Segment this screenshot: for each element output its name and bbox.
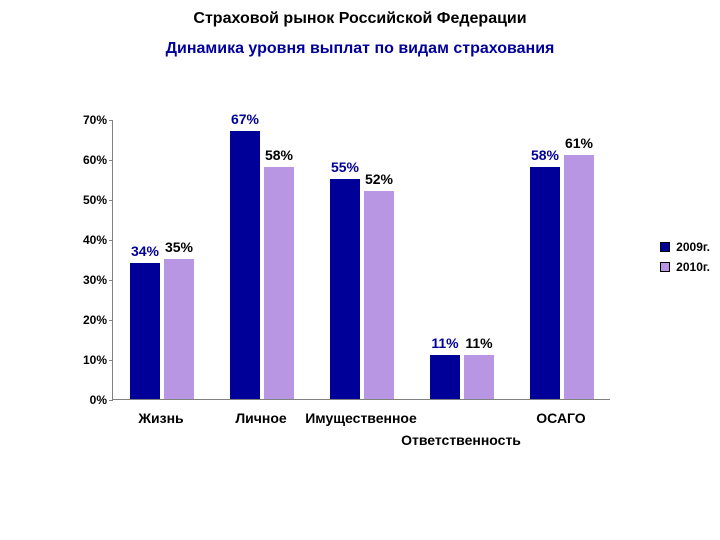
- y-tick-label: 30%: [73, 273, 107, 287]
- y-tick-label: 70%: [73, 113, 107, 127]
- bar: [330, 179, 360, 399]
- bar-value-label: 58%: [254, 147, 304, 163]
- y-tick: [109, 320, 113, 321]
- y-tick: [109, 160, 113, 161]
- bar: [264, 167, 294, 399]
- bar: [430, 355, 460, 399]
- legend-item: 2009г.: [660, 240, 710, 254]
- y-tick: [109, 120, 113, 121]
- bar-value-label: 61%: [554, 135, 604, 151]
- legend: 2009г. 2010г.: [660, 240, 710, 280]
- bar-chart: 0%10%20%30%40%50%60%70%34%35%67%58%55%52…: [70, 120, 610, 420]
- y-tick: [109, 400, 113, 401]
- bar: [164, 259, 194, 399]
- bar: [130, 263, 160, 399]
- x-category-label: Личное: [235, 410, 286, 426]
- y-tick-label: 40%: [73, 233, 107, 247]
- bar: [564, 155, 594, 399]
- y-tick: [109, 240, 113, 241]
- y-tick-label: 0%: [73, 393, 107, 407]
- y-tick-label: 10%: [73, 353, 107, 367]
- y-tick-label: 60%: [73, 153, 107, 167]
- bar-value-label: 67%: [220, 111, 270, 127]
- bar-value-label: 11%: [454, 335, 504, 351]
- legend-item: 2010г.: [660, 260, 710, 274]
- chart-title-2: Динамика уровня выплат по видам страхова…: [0, 40, 720, 58]
- bar: [530, 167, 560, 399]
- x-category-label: Имущественное: [305, 410, 417, 426]
- y-tick-label: 50%: [73, 193, 107, 207]
- y-tick: [109, 200, 113, 201]
- legend-label: 2009г.: [676, 240, 710, 254]
- legend-swatch: [660, 262, 670, 272]
- chart-title-1: Страховой рынок Российской Федерации: [0, 10, 720, 28]
- plot-area: 0%10%20%30%40%50%60%70%34%35%67%58%55%52…: [112, 120, 610, 400]
- x-category-label: ОСАГО: [536, 410, 585, 426]
- legend-swatch: [660, 242, 670, 252]
- bar: [364, 191, 394, 399]
- bar-value-label: 52%: [354, 171, 404, 187]
- x-category-label: Ответственность: [401, 432, 521, 448]
- legend-label: 2010г.: [676, 260, 710, 274]
- bar: [230, 131, 260, 399]
- x-category-label: Жизнь: [138, 410, 183, 426]
- y-tick: [109, 360, 113, 361]
- y-tick: [109, 280, 113, 281]
- bar: [464, 355, 494, 399]
- bar-value-label: 35%: [154, 239, 204, 255]
- y-tick-label: 20%: [73, 313, 107, 327]
